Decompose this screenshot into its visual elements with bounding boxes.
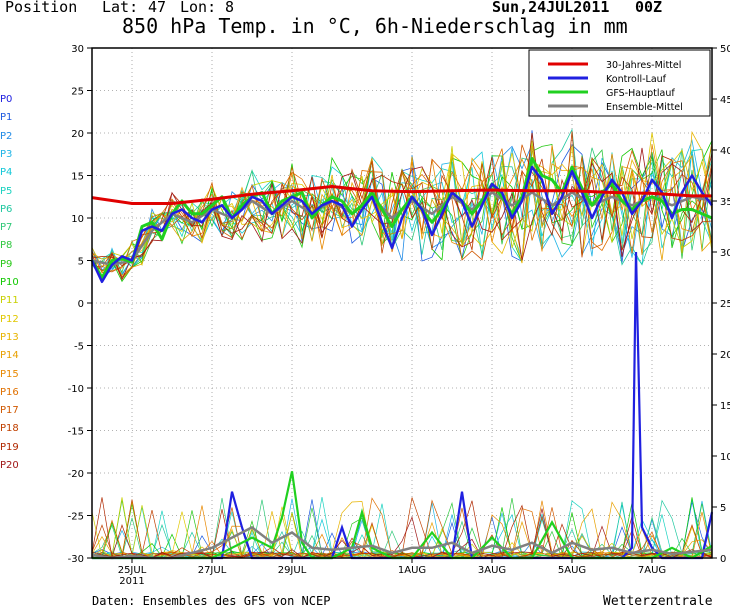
precip-series-ensemble_mean [91,525,713,560]
legend-label-gfs_main: GFS-Hauptlauf [606,88,675,99]
member-label: P3 [0,148,13,160]
left-tick-label: 0 [78,299,84,310]
data-source: Daten: Ensembles des GFS von NCEP [92,594,331,608]
member-label: P10 [0,277,19,288]
lon-value: 8 [225,0,235,16]
right-tick-label: 20 [720,350,730,361]
series-climate_mean [91,185,712,205]
member-label: P18 [0,423,19,435]
member-label: P19 [0,441,19,453]
member-label: P13 [0,331,19,343]
x-tick-label: 25JUL [118,565,147,576]
right-tick-label: 5 [720,503,726,514]
legend-label-control_run: Kontroll-Lauf [606,74,667,85]
left-tick-label: -15 [68,427,84,438]
member-label: P4 [0,167,13,179]
precip-series-control_run [92,251,714,560]
member-label: P5 [0,185,13,197]
member-temp-line [91,133,713,266]
right-tick-label: 0 [720,554,726,565]
legend-label-ensemble_mean: Ensemble-Mittel [606,102,683,113]
main-series-lines [90,157,713,284]
precipitation-lines [91,251,714,560]
right-tick-label: 35 [720,197,730,208]
legend-label-climate_mean: 30-Jahres-Mittel [606,60,681,71]
lat-label: Lat: [102,0,139,16]
left-tick-label: 30 [71,44,84,55]
member-temp-line [91,146,713,280]
right-tick-label: 40 [720,146,730,157]
right-tick-label: 10 [720,452,730,463]
member-label: P8 [0,240,13,252]
member-label: P15 [0,368,19,380]
chart-title: 850 hPa Temp. in °C, 6h-Niederschlag in … [122,14,628,38]
member-label: P16 [0,386,19,398]
x-tick-label: 27JUL [198,565,227,576]
site-credit: Wetterzentrale [603,594,713,609]
left-tick-label: -10 [68,384,84,395]
right-tick-label: 30 [720,248,730,259]
position-label: Position [5,0,78,16]
member-label: P14 [0,350,19,362]
left-tick-label: -20 [68,469,84,480]
left-tick-label: 10 [71,214,84,225]
member-label: P1 [0,112,13,124]
x-tick-label: 3AUG [478,565,506,576]
member-label: P0 [0,94,13,105]
right-tick-label: 45 [720,95,730,106]
run-date: Sun,24JUL2011 [492,0,610,16]
lat-value: 47 [148,0,167,16]
member-label: P20 [0,460,19,471]
grid-lines [92,48,712,558]
x-tick-label: 29JUL [278,565,307,576]
run-time: 00Z [635,0,663,16]
left-tick-label: 5 [78,257,84,268]
x-tick-sublabel: 2011 [119,576,144,587]
left-tick-label: 25 [71,87,84,98]
x-tick-label: 7AUG [638,565,666,576]
member-precip-line [91,500,713,559]
member-label: P11 [0,295,19,307]
legend: 30-Jahres-Mittel Kontroll-Lauf GFS-Hauptla… [528,49,711,117]
right-tick-label: 25 [720,299,730,310]
left-tick-label: -25 [68,512,84,523]
member-label: P12 [0,313,19,325]
x-tick-label: 1AUG [398,565,426,576]
member-label: P2 [0,130,13,142]
left-axis-ticks: 30 25 20 15 10 5 0 -5 -10 -15 -20 -25 -30 [68,44,92,565]
member-label: P7 [0,222,13,234]
member-label: P17 [0,405,19,417]
lon-label: Lon: [180,0,217,16]
x-tick-label: 5AUG [558,565,586,576]
left-tick-label: 15 [71,172,84,183]
member-label: P6 [0,203,13,215]
series-control_run [90,165,713,284]
left-tick-label: 20 [71,129,84,140]
right-tick-label: 15 [720,401,730,412]
right-tick-label: 50 [720,44,730,55]
left-tick-label: -5 [74,342,84,353]
left-tick-label: -30 [68,554,84,565]
member-label: P9 [0,258,13,270]
